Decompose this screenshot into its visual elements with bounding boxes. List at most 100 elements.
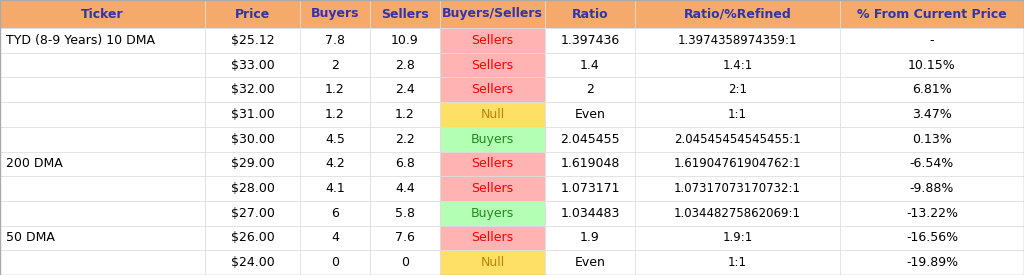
Text: 4.1: 4.1 bbox=[326, 182, 345, 195]
Bar bbox=[205, 250, 300, 275]
Bar bbox=[300, 0, 370, 28]
Bar bbox=[840, 250, 1024, 275]
Text: 0: 0 bbox=[331, 256, 339, 269]
Bar bbox=[370, 226, 440, 250]
Text: Sellers: Sellers bbox=[471, 182, 514, 195]
Text: 3.47%: 3.47% bbox=[912, 108, 952, 121]
Bar bbox=[370, 250, 440, 275]
Text: Sellers: Sellers bbox=[471, 232, 514, 244]
Text: 0.13%: 0.13% bbox=[912, 133, 952, 146]
Text: 2.045455: 2.045455 bbox=[560, 133, 620, 146]
Bar bbox=[545, 0, 635, 28]
Text: 2.4: 2.4 bbox=[395, 83, 415, 96]
Bar bbox=[440, 201, 545, 226]
Bar bbox=[370, 152, 440, 176]
Bar bbox=[370, 102, 440, 127]
Text: 2.8: 2.8 bbox=[395, 59, 415, 72]
Text: 1:1: 1:1 bbox=[728, 256, 746, 269]
Text: -16.56%: -16.56% bbox=[906, 232, 958, 244]
Bar bbox=[205, 127, 300, 152]
Bar bbox=[205, 77, 300, 102]
Bar bbox=[840, 152, 1024, 176]
Bar bbox=[635, 176, 840, 201]
Bar bbox=[205, 226, 300, 250]
Bar bbox=[840, 28, 1024, 53]
Bar bbox=[205, 201, 300, 226]
Bar bbox=[545, 201, 635, 226]
Bar bbox=[840, 226, 1024, 250]
Bar bbox=[635, 77, 840, 102]
Bar bbox=[635, 127, 840, 152]
Bar bbox=[440, 152, 545, 176]
Bar bbox=[545, 77, 635, 102]
Bar bbox=[300, 53, 370, 77]
Bar bbox=[635, 102, 840, 127]
Bar bbox=[0, 226, 205, 250]
Text: Null: Null bbox=[480, 108, 505, 121]
Bar bbox=[545, 152, 635, 176]
Bar bbox=[840, 127, 1024, 152]
Text: 1.9: 1.9 bbox=[581, 232, 600, 244]
Bar bbox=[205, 102, 300, 127]
Text: $27.00: $27.00 bbox=[230, 207, 274, 220]
Text: Sellers: Sellers bbox=[471, 59, 514, 72]
Text: 6.81%: 6.81% bbox=[912, 83, 952, 96]
Text: Buyers: Buyers bbox=[310, 7, 359, 21]
Bar bbox=[635, 28, 840, 53]
Text: $29.00: $29.00 bbox=[230, 157, 274, 170]
Text: Sellers: Sellers bbox=[381, 7, 429, 21]
Bar bbox=[545, 226, 635, 250]
Bar bbox=[0, 102, 205, 127]
Bar bbox=[0, 53, 205, 77]
Bar bbox=[0, 152, 205, 176]
Bar bbox=[205, 0, 300, 28]
Text: TYD (8-9 Years) 10 DMA: TYD (8-9 Years) 10 DMA bbox=[6, 34, 155, 47]
Bar bbox=[0, 0, 205, 28]
Bar bbox=[300, 152, 370, 176]
Bar bbox=[300, 176, 370, 201]
Text: 1.4:1: 1.4:1 bbox=[722, 59, 753, 72]
Bar bbox=[840, 77, 1024, 102]
Text: -19.89%: -19.89% bbox=[906, 256, 958, 269]
Text: 1.034483: 1.034483 bbox=[560, 207, 620, 220]
Bar bbox=[300, 250, 370, 275]
Text: 1:1: 1:1 bbox=[728, 108, 746, 121]
Text: Even: Even bbox=[574, 108, 605, 121]
Text: Ticker: Ticker bbox=[81, 7, 124, 21]
Text: Ratio: Ratio bbox=[571, 7, 608, 21]
Bar bbox=[635, 226, 840, 250]
Text: $33.00: $33.00 bbox=[230, 59, 274, 72]
Bar bbox=[440, 77, 545, 102]
Bar bbox=[370, 201, 440, 226]
Bar bbox=[205, 152, 300, 176]
Bar bbox=[300, 201, 370, 226]
Text: 1.07317073170732:1: 1.07317073170732:1 bbox=[674, 182, 801, 195]
Text: $31.00: $31.00 bbox=[230, 108, 274, 121]
Text: $25.12: $25.12 bbox=[230, 34, 274, 47]
Text: Sellers: Sellers bbox=[471, 83, 514, 96]
Text: 1.03448275862069:1: 1.03448275862069:1 bbox=[674, 207, 801, 220]
Text: 1.397436: 1.397436 bbox=[560, 34, 620, 47]
Bar bbox=[370, 127, 440, 152]
Text: 10.15%: 10.15% bbox=[908, 59, 955, 72]
Bar bbox=[545, 250, 635, 275]
Text: Even: Even bbox=[574, 256, 605, 269]
Text: 1.2: 1.2 bbox=[326, 83, 345, 96]
Text: 4.4: 4.4 bbox=[395, 182, 415, 195]
Bar bbox=[545, 176, 635, 201]
Text: -13.22%: -13.22% bbox=[906, 207, 958, 220]
Text: 4.5: 4.5 bbox=[325, 133, 345, 146]
Text: 1.2: 1.2 bbox=[395, 108, 415, 121]
Bar bbox=[545, 53, 635, 77]
Text: 2: 2 bbox=[331, 59, 339, 72]
Bar bbox=[635, 250, 840, 275]
Text: 6: 6 bbox=[331, 207, 339, 220]
Bar bbox=[300, 127, 370, 152]
Bar bbox=[545, 127, 635, 152]
Bar bbox=[440, 226, 545, 250]
Bar bbox=[545, 28, 635, 53]
Text: Sellers: Sellers bbox=[471, 34, 514, 47]
Text: 1.61904761904762:1: 1.61904761904762:1 bbox=[674, 157, 801, 170]
Text: $30.00: $30.00 bbox=[230, 133, 274, 146]
Text: $28.00: $28.00 bbox=[230, 182, 274, 195]
